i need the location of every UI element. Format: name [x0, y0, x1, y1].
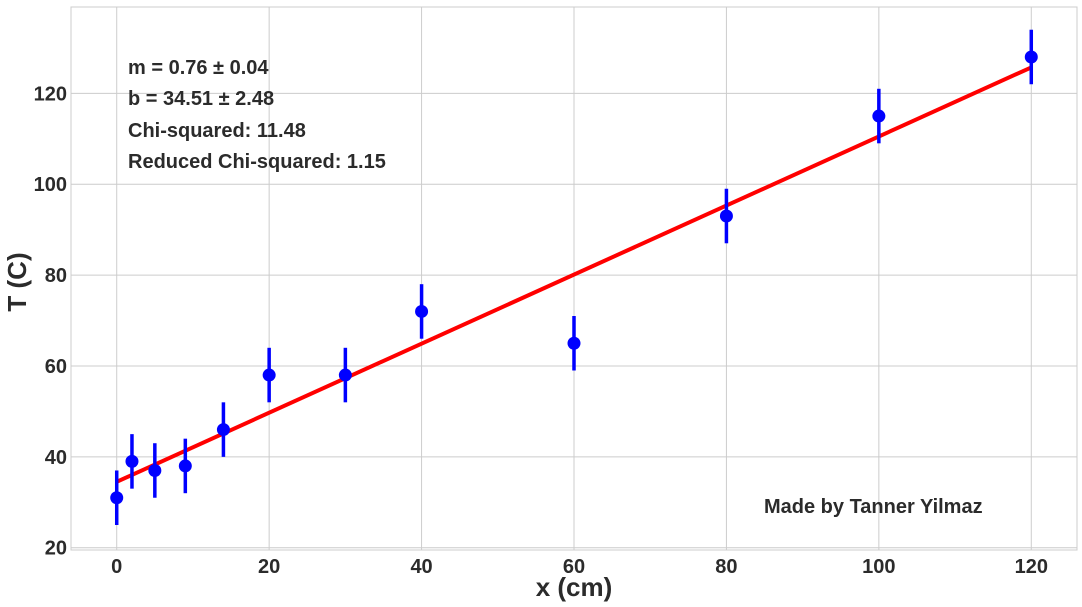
y-tick-label: 60 [45, 356, 67, 378]
y-axis-label: T (C) [2, 252, 32, 311]
data-point [110, 491, 124, 505]
data-point [216, 423, 230, 437]
data-point [1024, 50, 1038, 64]
data-points [110, 50, 1038, 505]
data-point [148, 463, 162, 477]
data-point [262, 368, 276, 382]
y-tick-labels: 20 40 60 80 100 120 [34, 83, 67, 559]
x-tick-label: 0 [111, 556, 122, 578]
reduced-chi-squared-annotation: Reduced Chi-squared: 1.15 [128, 151, 386, 173]
x-tick-label: 120 [1015, 556, 1048, 578]
slope-annotation: m = 0.76 ± 0.04 [128, 57, 269, 79]
x-tick-label: 80 [715, 556, 737, 578]
data-point [872, 109, 886, 123]
x-axis-label: x (cm) [536, 572, 613, 602]
x-tick-label: 60 [563, 556, 585, 578]
x-tick-label: 40 [410, 556, 432, 578]
chi-squared-annotation: Chi-squared: 11.48 [128, 120, 306, 142]
data-point [719, 209, 733, 223]
y-tick-label: 100 [34, 174, 67, 196]
y-tick-label: 80 [45, 265, 67, 287]
x-tick-label: 20 [258, 556, 280, 578]
x-tick-labels: 0 20 40 60 80 100 120 [111, 556, 1048, 578]
plot-frame [70, 6, 1078, 551]
y-tick-label: 40 [45, 447, 67, 469]
data-point [415, 304, 429, 318]
credit-annotation: Made by Tanner Yilmaz [764, 496, 983, 518]
y-tick-label: 20 [45, 538, 67, 560]
data-point [338, 368, 352, 382]
x-tick-label: 100 [862, 556, 895, 578]
data-point [178, 459, 192, 473]
data-point [125, 454, 139, 468]
y-tick-label: 120 [34, 83, 67, 105]
intercept-annotation: b = 34.51 ± 2.48 [128, 88, 274, 110]
data-point [567, 336, 581, 350]
